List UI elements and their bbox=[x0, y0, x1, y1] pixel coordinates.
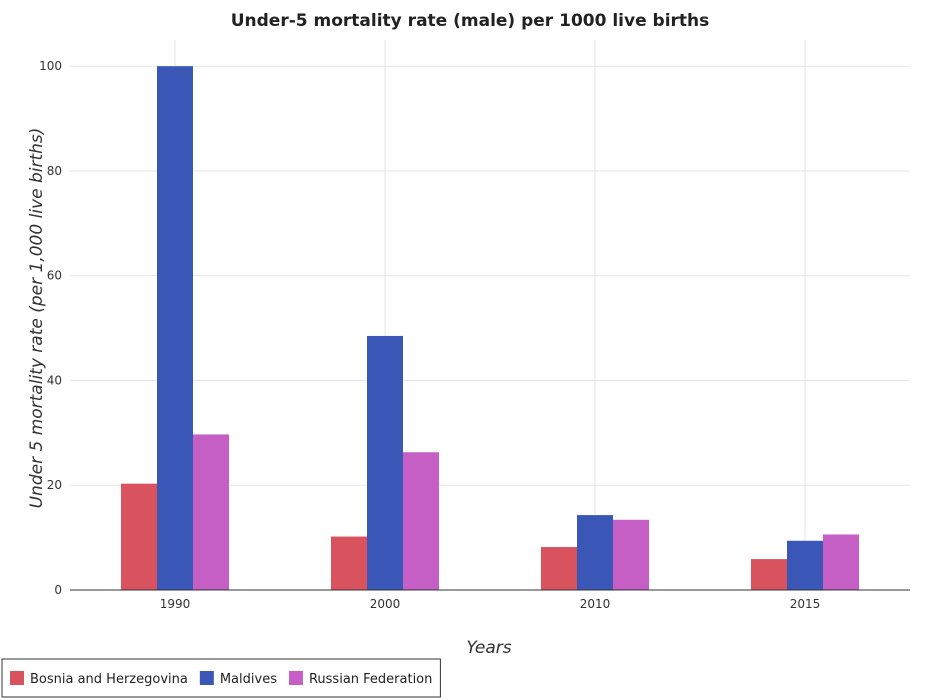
y-axis-label: Under 5 mortality rate (per 1,000 live b… bbox=[27, 128, 47, 509]
bar-russian-federation-2000 bbox=[403, 452, 439, 590]
legend: Bosnia and Herzegovina Maldives Russian Fe… bbox=[1, 658, 441, 698]
chart-title: Under-5 mortality rate (male) per 1000 l… bbox=[231, 11, 710, 31]
y-tick-label: 20 bbox=[47, 478, 62, 492]
x-axis-label: Years bbox=[466, 638, 511, 658]
bars-layer bbox=[121, 66, 859, 590]
bar-maldives-2010 bbox=[577, 515, 613, 590]
y-tick-label: 100 bbox=[39, 59, 62, 73]
bar-bosnia-and-herzegovina-2010 bbox=[541, 547, 577, 590]
bar-maldives-2015 bbox=[787, 540, 823, 590]
bar-maldives-2000 bbox=[367, 335, 403, 590]
x-tick-label: 2010 bbox=[580, 597, 611, 611]
x-tick-label: 2000 bbox=[370, 597, 401, 611]
bar-maldives-1990 bbox=[157, 66, 193, 590]
bar-russian-federation-1990 bbox=[193, 434, 229, 590]
axes-layer: 0 20 40 60 80 100 1990 2000 2010 2015 bbox=[39, 59, 910, 611]
y-tick-label: 40 bbox=[47, 373, 62, 387]
legend-box bbox=[1, 658, 441, 698]
bar-russian-federation-2015 bbox=[823, 534, 859, 590]
legend-label: Bosnia and Herzegovina bbox=[30, 672, 188, 687]
y-tick-label: 60 bbox=[47, 269, 62, 283]
legend-label: Russian Federation bbox=[309, 672, 432, 687]
x-tick-label: 2015 bbox=[790, 597, 821, 611]
bar-bosnia-and-herzegovina-2000 bbox=[331, 536, 367, 590]
legend-label: Maldives bbox=[220, 672, 277, 687]
x-tick-label: 1990 bbox=[160, 597, 191, 611]
legend-swatch bbox=[10, 671, 24, 685]
bar-bosnia-and-herzegovina-1990 bbox=[121, 483, 157, 590]
bar-russian-federation-2010 bbox=[613, 519, 649, 590]
legend-swatch bbox=[199, 671, 214, 685]
legend-swatch bbox=[288, 671, 303, 685]
y-tick-label: 80 bbox=[47, 164, 62, 178]
bar-bosnia-and-herzegovina-2015 bbox=[751, 559, 787, 590]
y-tick-label: 0 bbox=[54, 583, 62, 597]
